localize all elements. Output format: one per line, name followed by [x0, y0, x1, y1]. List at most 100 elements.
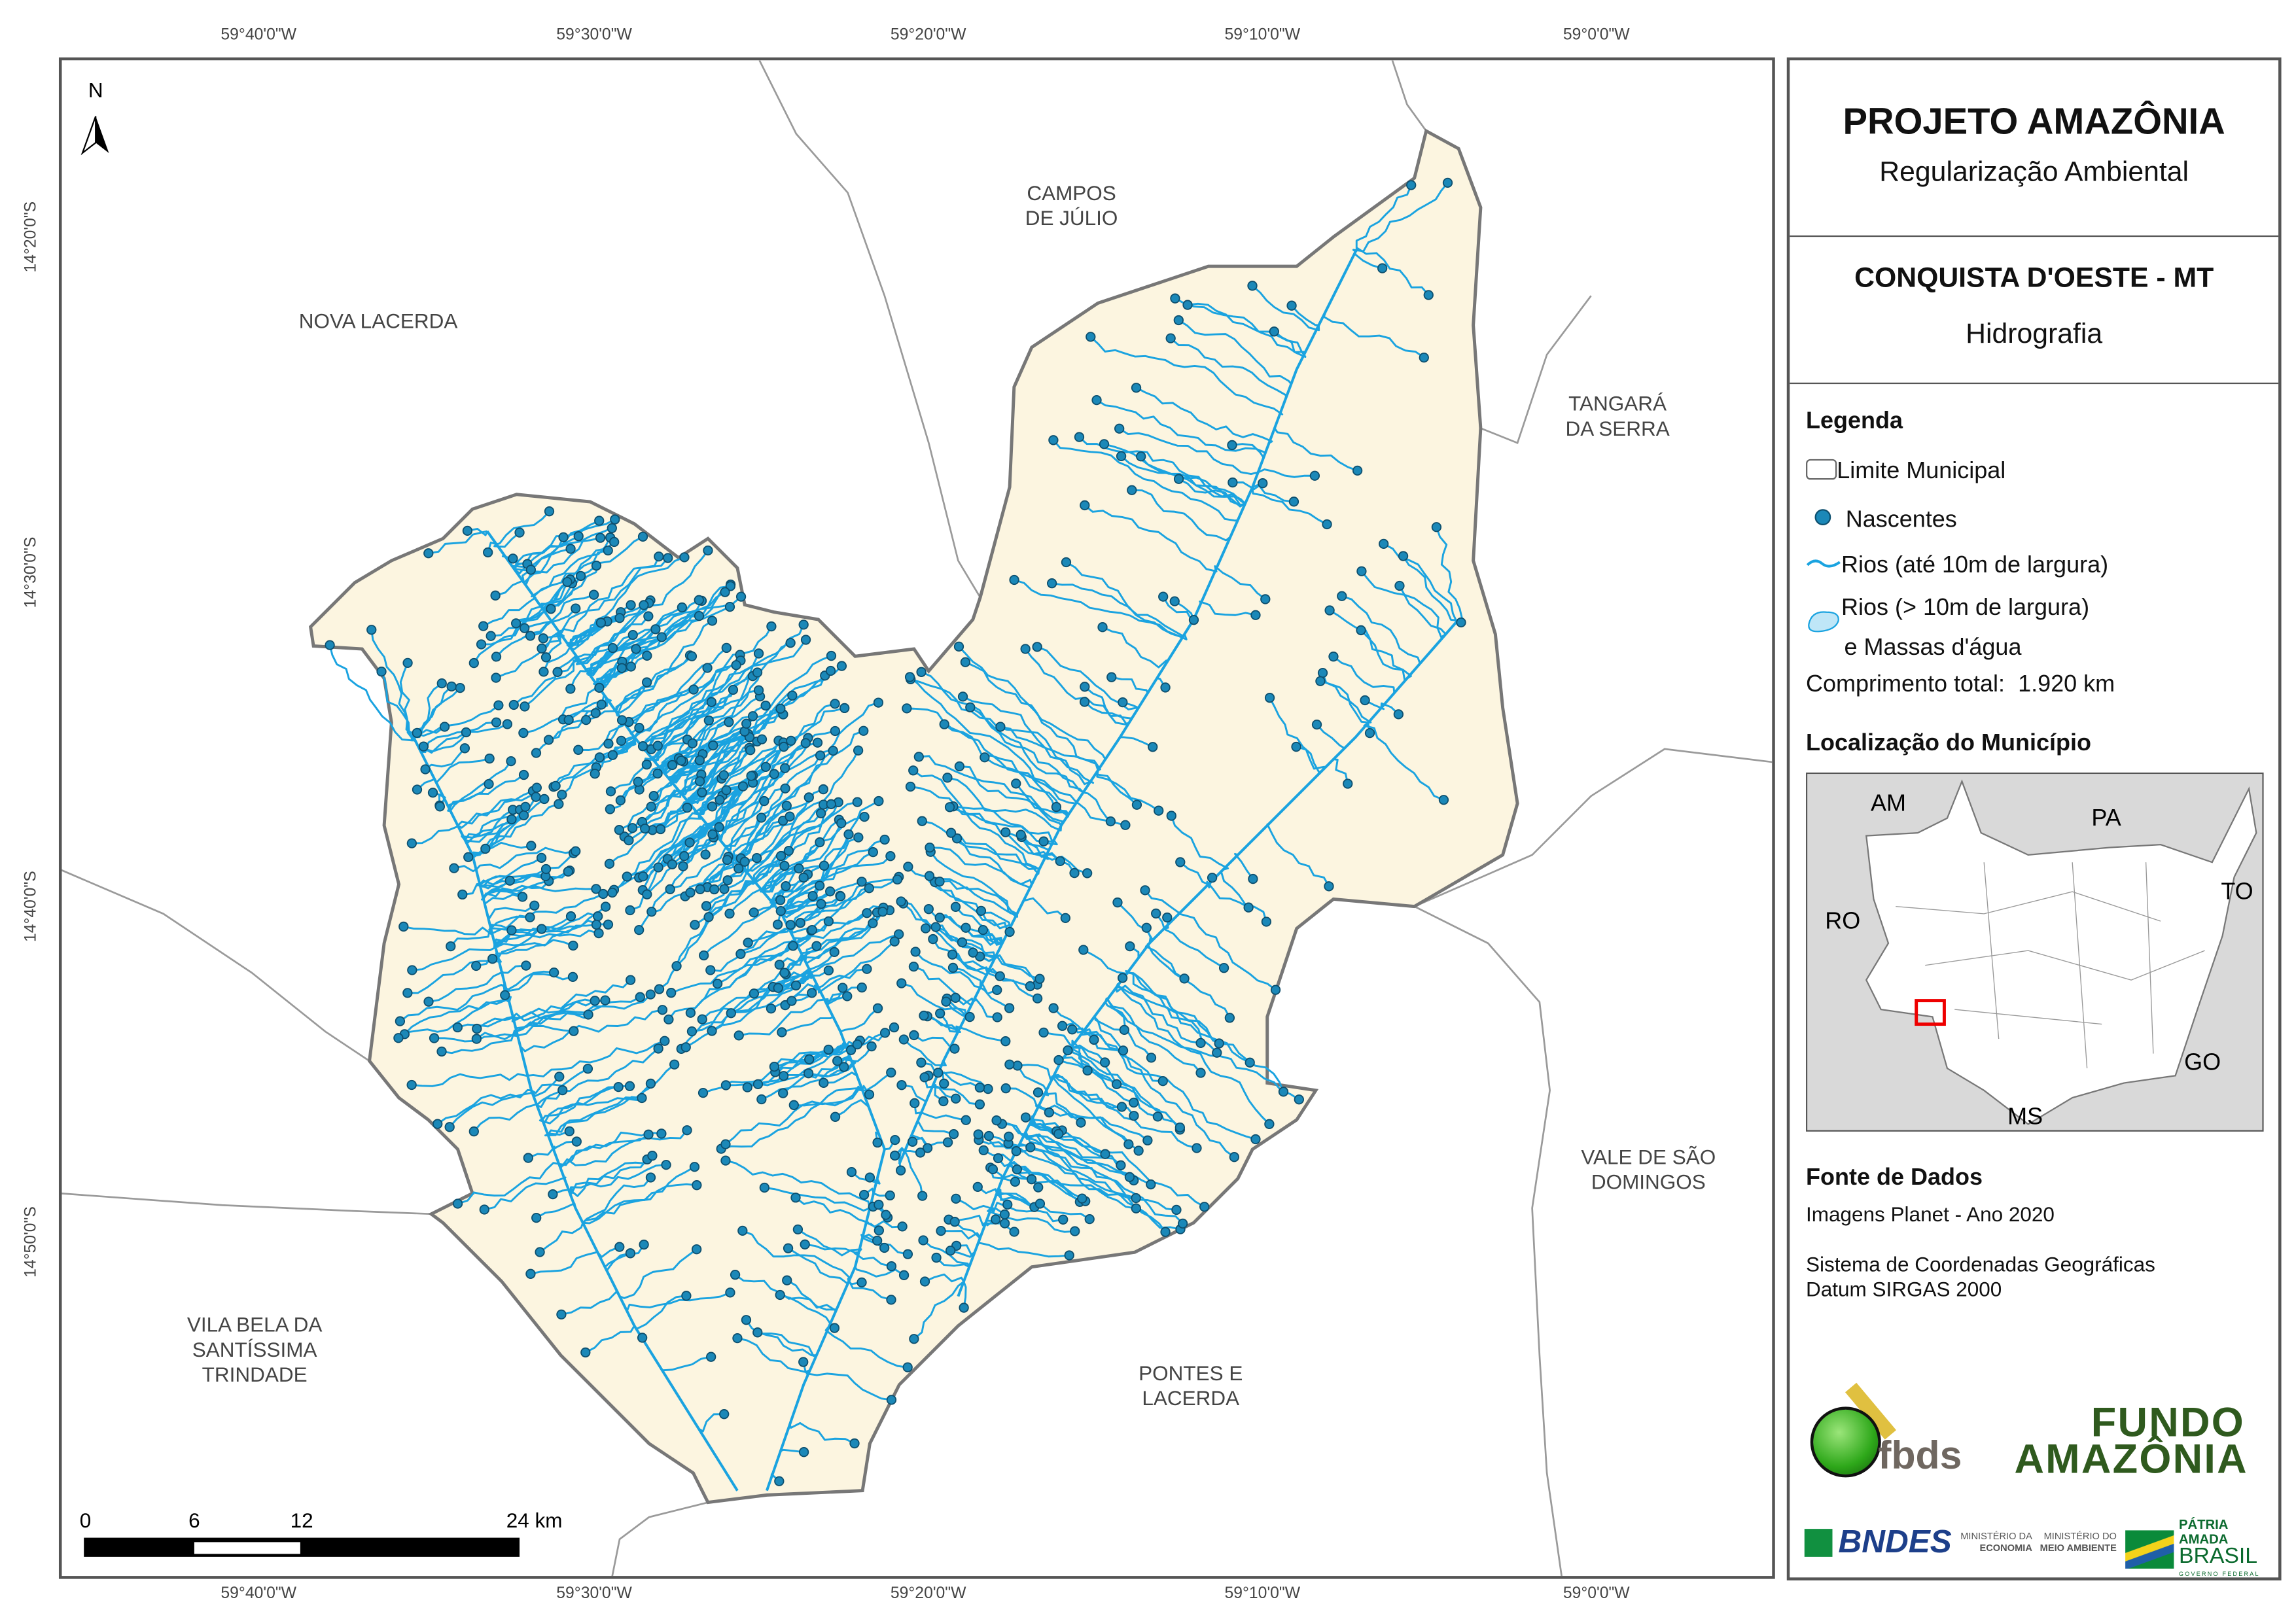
river-segment: [903, 1038, 947, 1067]
spring-point: [647, 1151, 658, 1161]
spring-point: [539, 794, 550, 805]
spring-point: [694, 776, 705, 786]
spring-point: [655, 824, 666, 835]
map-frame[interactable]: CAMPOS DE JÚLIO NOVA LACERDA TANGARÁ DA …: [58, 57, 1775, 1579]
spring-point: [476, 639, 487, 650]
spring-point: [877, 907, 888, 917]
map-canvas[interactable]: CAMPOS DE JÚLIO NOVA LACERDA TANGARÁ DA …: [62, 60, 1773, 1577]
spring-point: [520, 701, 530, 712]
spring-point: [525, 1268, 536, 1279]
spring-point: [1032, 993, 1043, 1003]
spring-point: [983, 1130, 995, 1142]
river-segment: [754, 972, 813, 995]
river-segment: [913, 1034, 951, 1047]
spring-point: [471, 1034, 482, 1044]
spring-point: [886, 1395, 897, 1405]
river-segment: [1135, 387, 1273, 444]
spring-point: [590, 996, 600, 1006]
river-segment: [994, 954, 1040, 980]
spring-point: [1438, 795, 1449, 805]
river-segment: [787, 1247, 850, 1285]
river-segment: [574, 600, 652, 661]
spring-point: [749, 907, 759, 918]
spring-point: [603, 545, 613, 556]
river-segment: [1174, 297, 1305, 356]
spring-point: [690, 920, 700, 930]
river-segment: [817, 941, 896, 994]
spring-point: [896, 978, 907, 988]
river-segment: [328, 644, 415, 742]
spring-point: [747, 711, 758, 722]
location-highlight: [1915, 999, 1946, 1026]
bndes-logo: BNDES: [1804, 1523, 1952, 1561]
legend-title: Legenda: [1806, 409, 1903, 434]
neighbor-boundary-line: [758, 60, 981, 598]
spring-point: [1112, 897, 1123, 908]
river-segment: [707, 767, 786, 827]
spring-point: [950, 992, 961, 1003]
spring-point: [685, 887, 696, 898]
spring-point: [1046, 578, 1057, 589]
spring-point: [737, 781, 749, 792]
spring-point: [830, 725, 840, 737]
river-segment: [464, 806, 527, 845]
spring-point: [479, 1204, 489, 1215]
spring-point: [614, 1242, 625, 1252]
spring-point: [703, 912, 714, 922]
spring-point: [839, 703, 850, 714]
spring-point: [571, 846, 581, 856]
spring-point: [607, 523, 617, 533]
river-segment: [1104, 998, 1202, 1073]
river-segment: [412, 942, 501, 971]
river-segment: [1140, 455, 1246, 505]
spring-point: [656, 632, 667, 642]
spring-point: [1398, 551, 1409, 561]
spring-point: [549, 967, 559, 978]
spring-point: [607, 642, 618, 654]
spring-point: [839, 1062, 849, 1072]
river-segment: [781, 890, 831, 918]
spring-point: [641, 677, 652, 688]
river-segment: [1096, 399, 1267, 459]
spring-point: [718, 770, 729, 780]
spring-point: [928, 934, 938, 945]
river-segment: [643, 625, 773, 750]
spring-point: [925, 843, 935, 853]
river-segment: [1322, 310, 1425, 358]
spring-point: [652, 768, 663, 779]
spring-point: [933, 1068, 944, 1078]
spring-point: [751, 852, 762, 864]
spring-point: [406, 838, 417, 848]
river-segment: [495, 580, 525, 597]
spring-point: [1169, 596, 1180, 606]
river-segment: [810, 933, 900, 974]
spring-point: [783, 845, 794, 856]
spring-point: [625, 905, 635, 916]
spring-point: [531, 792, 541, 802]
spring-point: [818, 784, 828, 795]
spring-point: [759, 795, 769, 807]
spring-point: [423, 548, 434, 559]
spring-point: [1157, 1075, 1168, 1087]
spring-point: [948, 1128, 959, 1140]
spring-point: [1076, 1117, 1086, 1128]
river-segment: [447, 783, 490, 812]
label-tangara-2: DA SERRA: [1565, 417, 1669, 440]
river-segment: [1043, 1031, 1073, 1047]
spring-point: [1082, 868, 1093, 879]
river-segment: [527, 1039, 665, 1077]
river-segment: [924, 1273, 965, 1283]
spring-point: [554, 1072, 565, 1082]
spring-point: [886, 1067, 896, 1078]
river-segment: [747, 928, 790, 944]
spring-point: [760, 700, 771, 711]
river-segment: [1096, 770, 1138, 806]
spring-point: [1394, 580, 1405, 591]
spring-point: [992, 985, 1002, 996]
spring-point: [919, 1276, 930, 1287]
river-segment: [726, 741, 818, 851]
river-segment: [953, 805, 1055, 843]
river-segment: [1178, 913, 1277, 991]
spring-point: [995, 971, 1005, 981]
spring-point: [510, 618, 521, 629]
